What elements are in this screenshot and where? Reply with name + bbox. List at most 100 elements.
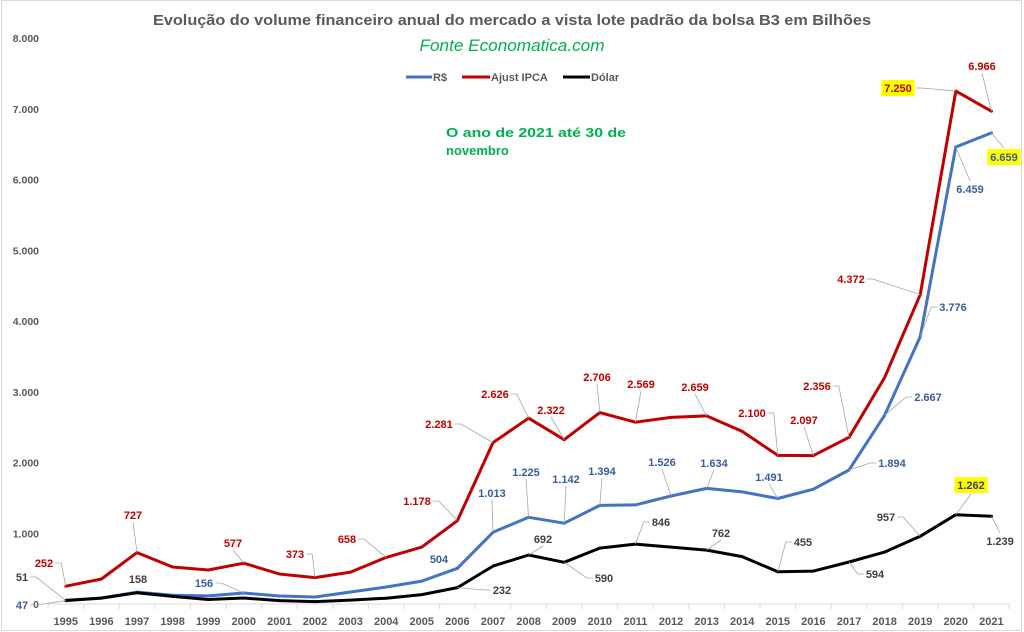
data-point: [812, 487, 815, 491]
data-point: [206, 594, 210, 598]
data-label: 1.225: [512, 467, 540, 479]
x-tick-label: 1996: [89, 616, 113, 628]
data-label-group: 232: [457, 585, 511, 597]
data-label: 6.459: [956, 184, 984, 196]
data-label: 590: [595, 573, 613, 585]
leader-line: [491, 499, 494, 533]
data-point: [634, 503, 637, 507]
data-label: 2.281: [425, 419, 453, 431]
legend-label-rs: R$: [433, 72, 447, 84]
data-label-group: 455: [777, 537, 812, 572]
data-label: 47: [16, 600, 28, 612]
data-label: 1.262: [957, 480, 985, 492]
data-point: [456, 586, 459, 589]
x-tick-label: 2010: [588, 616, 612, 628]
y-tick-label: 8.000: [13, 33, 39, 45]
data-label: 2.569: [627, 379, 655, 391]
leader-line: [635, 390, 642, 423]
data-point: [456, 566, 459, 570]
leader-line: [635, 521, 650, 545]
data-label-group: 6.659: [987, 132, 1021, 165]
legend-label-ajust-ipca: Ajust IPCA: [491, 72, 548, 84]
x-tick-label: 2011: [623, 616, 647, 628]
data-label-group: 1.491: [755, 472, 783, 499]
data-label: 577: [224, 538, 242, 550]
leader-line: [306, 553, 316, 578]
data-label: 1.178: [403, 496, 431, 508]
data-label: 1.491: [755, 472, 783, 484]
x-tick-label: 2009: [552, 616, 576, 628]
data-point: [420, 593, 424, 596]
data-label: 156: [195, 578, 213, 590]
data-label-group: 504: [430, 554, 449, 566]
data-label: 692: [534, 534, 552, 546]
data-label: 6.659: [990, 152, 1018, 164]
data-label: 957: [877, 512, 895, 524]
data-point: [420, 579, 424, 583]
axes: 01.0002.0003.0004.0005.0006.0007.0008.00…: [13, 33, 1010, 628]
y-tick-label: 1.000: [13, 528, 39, 540]
data-label: 727: [124, 510, 142, 522]
data-label: 252: [35, 558, 53, 570]
x-tick-label: 2013: [694, 616, 718, 628]
data-label-group: 762: [706, 528, 730, 551]
data-point: [562, 521, 566, 525]
data-label-group: 2.281: [425, 419, 494, 443]
x-tick-label: 2015: [766, 616, 790, 628]
data-label: 658: [338, 534, 356, 546]
x-tick-label: 2005: [410, 616, 434, 628]
data-label: 762: [712, 528, 730, 540]
x-tick-label: 1995: [54, 616, 78, 628]
leader-line: [661, 468, 672, 497]
data-label: 1.013: [478, 488, 506, 500]
data-label-group: 51: [16, 572, 67, 601]
data-label: 1.894: [878, 458, 906, 470]
data-label-group: 1.262: [954, 477, 988, 515]
leader-line: [599, 477, 603, 506]
data-point: [349, 570, 352, 574]
x-tick-label: 2006: [445, 616, 469, 628]
data-label: 1.239: [986, 536, 1014, 548]
leader-line: [706, 469, 715, 489]
data-point: [740, 429, 744, 433]
x-tick-label: 2000: [232, 616, 256, 628]
data-label: 2.356: [803, 381, 831, 393]
data-point: [740, 490, 744, 494]
data-point: [349, 590, 352, 594]
legend-item-dolar: Dólar: [563, 72, 620, 84]
leader-line: [803, 426, 814, 456]
x-tick-label: 2012: [659, 616, 683, 628]
leader-line: [919, 306, 938, 337]
leader-line: [432, 500, 458, 521]
x-tick-label: 2016: [801, 616, 825, 628]
data-point: [384, 596, 388, 600]
data-point: [171, 594, 175, 598]
data-label-group: 7.250: [881, 80, 956, 96]
leader-line: [563, 561, 593, 579]
legend-label-dolar: Dólar: [591, 72, 620, 84]
data-label-group: 1.239: [986, 516, 1014, 548]
data-point: [171, 565, 175, 569]
leader-line: [215, 582, 244, 594]
data-label: 7.250: [884, 83, 912, 95]
data-label-group: 2.626: [481, 389, 529, 419]
y-tick-label: 5.000: [13, 245, 39, 257]
leader-line: [848, 561, 864, 575]
data-label: 232: [493, 585, 511, 597]
leader-line: [358, 538, 387, 558]
data-label-group: 158: [129, 574, 147, 586]
data-point: [349, 598, 352, 602]
x-tick-label: 2018: [872, 616, 896, 628]
data-point: [242, 596, 246, 600]
data-label-group: 2.097: [790, 415, 818, 456]
data-label-group: 590: [563, 561, 613, 585]
leader-line: [30, 576, 67, 601]
leader-line: [955, 146, 971, 182]
leader-line: [866, 278, 921, 296]
leader-line: [457, 587, 491, 591]
leader-line: [955, 493, 972, 515]
data-point: [883, 550, 886, 554]
data-label: 1.394: [588, 466, 616, 478]
leader-line: [768, 483, 779, 499]
